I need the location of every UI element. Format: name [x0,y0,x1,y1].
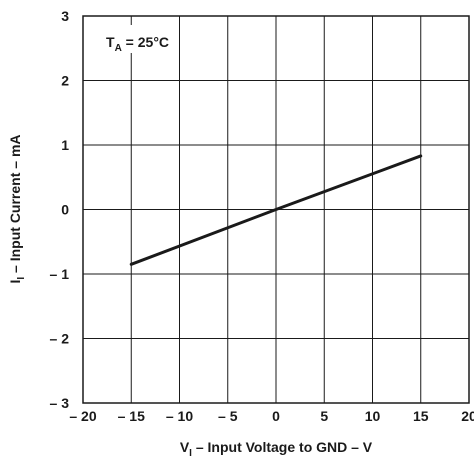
annotation-background [92,25,178,53]
plot-frame [82,15,470,404]
svg-text:TA = 25°C: TA = 25°C [106,34,169,54]
x-axis-label-rest: – Input Voltage to GND – V [192,439,373,455]
y-tick-label: – 1 [50,266,70,282]
x-tick-label: 20 [461,408,474,424]
x-tick-label: – 20 [69,408,96,424]
y-tick-label: – 2 [50,331,70,347]
y-axis-label-main: I [7,280,23,284]
y-tick-label: 0 [61,202,69,218]
x-tick-label: – 5 [218,408,238,424]
y-axis-label: II – Input Current – mA [7,134,27,283]
y-tick-label: – 3 [50,395,70,411]
x-tick-label: 10 [365,408,381,424]
y-tick-label: 1 [61,137,69,153]
x-tick-label: 0 [272,408,280,424]
annotation: TA = 25°C [92,25,178,54]
series-layer [129,154,423,266]
x-tick-label: – 10 [166,408,193,424]
annotation-rest: = 25°C [122,34,169,50]
y-axis-label-sub: I [16,277,27,280]
y-axis-label-rest: – Input Current – mA [7,134,23,276]
x-tick-label: 5 [320,408,328,424]
annotation-sub: A [115,43,122,54]
x-tick-label: 15 [413,408,429,424]
x-axis-label: VI – Input Voltage to GND – V [180,439,373,459]
x-axis-label-main: V [180,439,190,455]
grid [83,16,469,403]
y-tick-labels: – 3 – 2 – 1 0 1 2 3 [50,8,70,411]
x-tick-labels: – 20 – 15 – 10 – 5 0 5 10 15 20 [69,408,474,424]
y-tick-label: 2 [61,73,69,89]
series-line [129,154,423,266]
x-axis-label-sub: I [189,448,192,459]
annotation-main: T [106,34,115,50]
x-tick-label: – 15 [118,408,145,424]
y-tick-label: 3 [61,8,69,24]
